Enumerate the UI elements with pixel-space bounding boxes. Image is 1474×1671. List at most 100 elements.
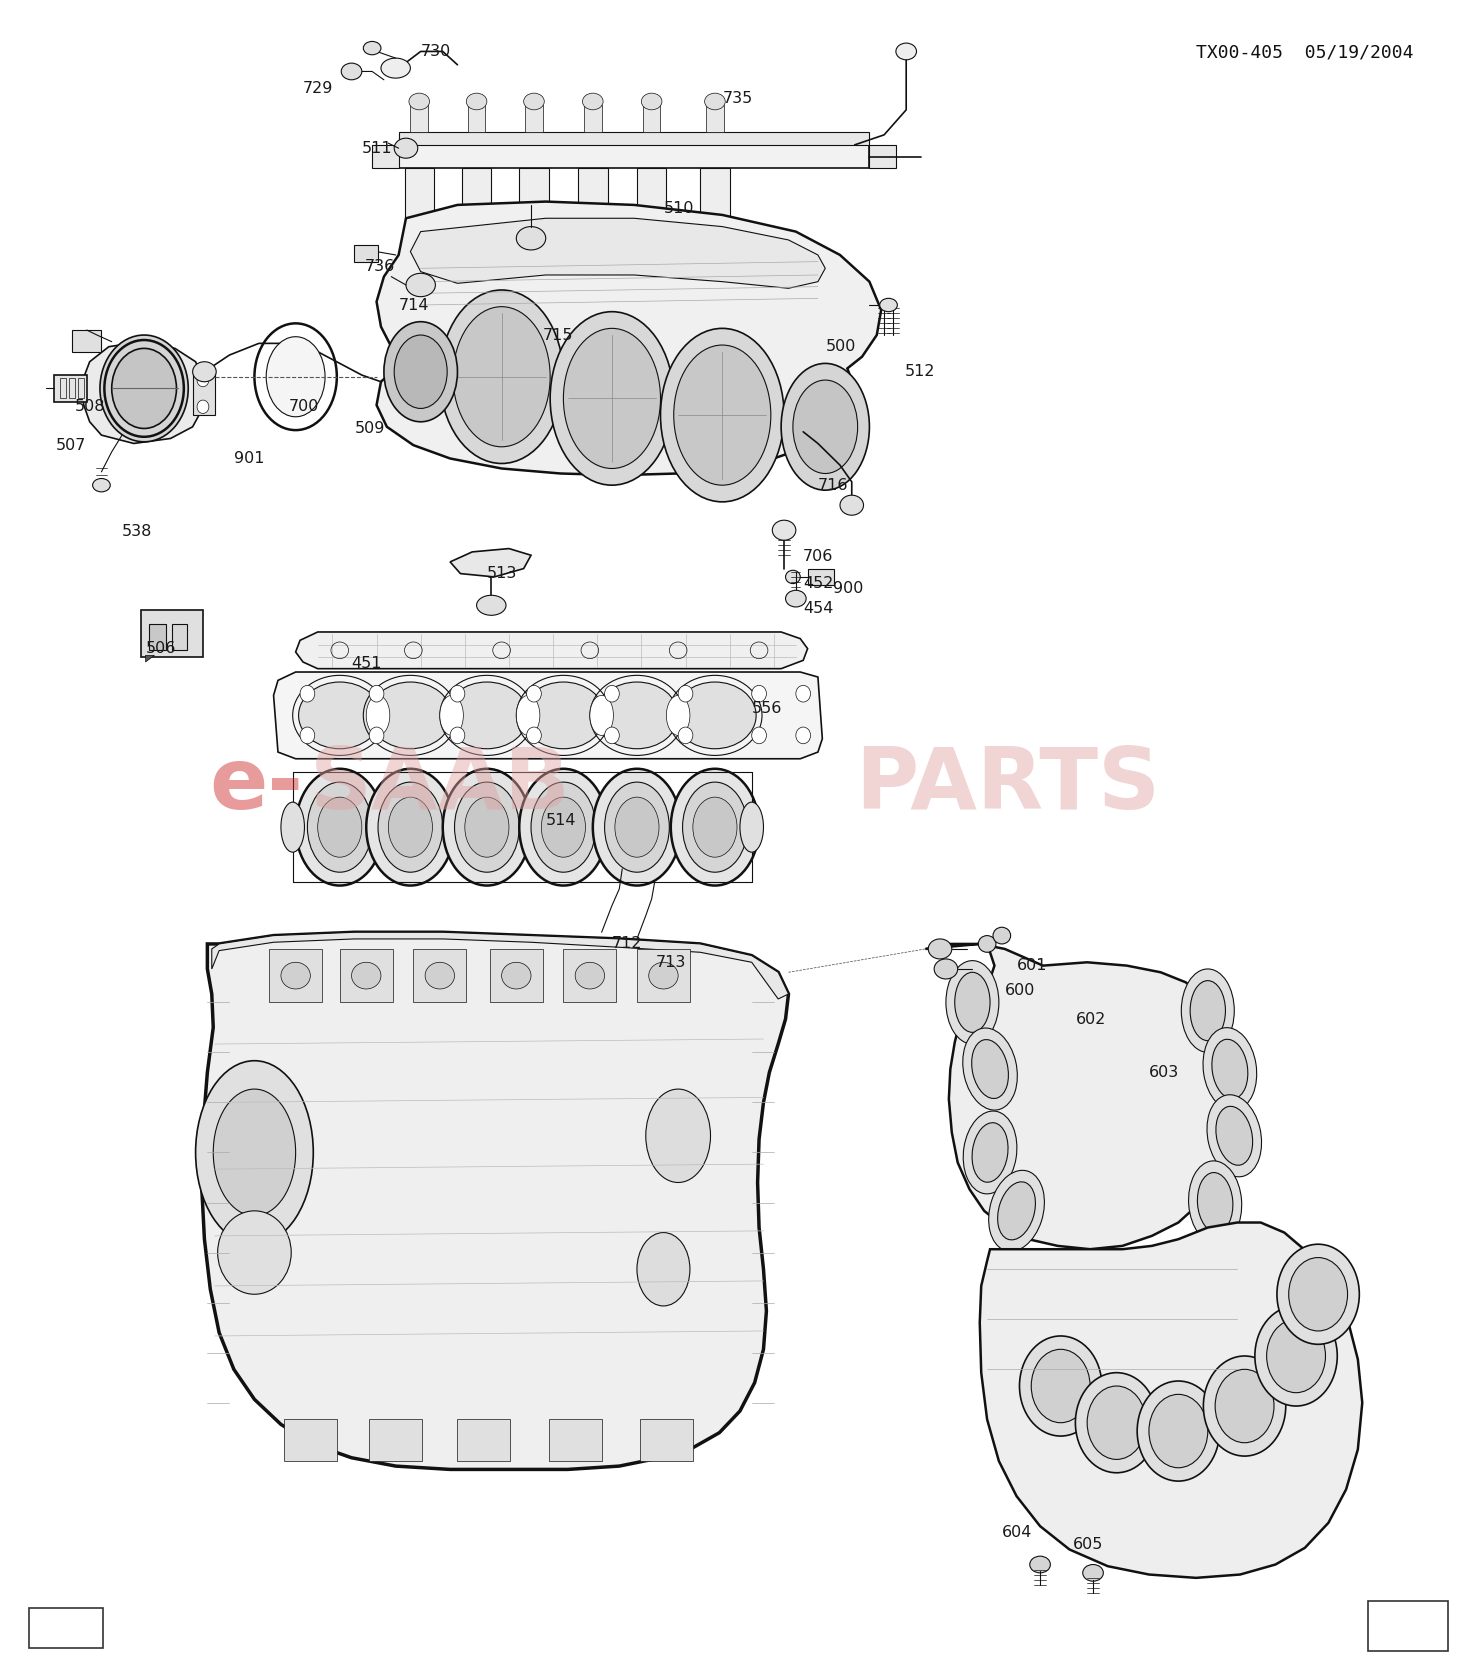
Ellipse shape	[342, 63, 361, 80]
Bar	[72, 331, 102, 351]
Polygon shape	[212, 932, 789, 999]
Ellipse shape	[523, 94, 544, 110]
Text: 715: 715	[542, 328, 573, 343]
Text: 454: 454	[803, 602, 834, 617]
Bar	[700, 169, 730, 232]
Ellipse shape	[450, 727, 464, 744]
Ellipse shape	[1207, 1095, 1262, 1176]
Ellipse shape	[1197, 1173, 1232, 1233]
Ellipse shape	[1148, 1394, 1207, 1467]
Ellipse shape	[989, 1170, 1045, 1252]
Bar	[637, 949, 690, 1003]
Ellipse shape	[705, 262, 725, 276]
Ellipse shape	[282, 962, 311, 989]
Ellipse shape	[366, 695, 389, 735]
Ellipse shape	[476, 595, 506, 615]
Bar	[410, 105, 427, 132]
Ellipse shape	[786, 570, 800, 583]
Ellipse shape	[1216, 1106, 1253, 1165]
Bar	[461, 169, 491, 232]
Text: 500: 500	[825, 339, 855, 354]
Ellipse shape	[752, 727, 766, 744]
Ellipse shape	[516, 227, 545, 251]
Bar	[870, 145, 896, 169]
Ellipse shape	[641, 262, 662, 276]
Bar	[398, 132, 870, 145]
Ellipse shape	[674, 344, 771, 485]
Ellipse shape	[466, 262, 486, 276]
Bar	[78, 378, 84, 398]
Text: 556: 556	[752, 702, 783, 717]
Ellipse shape	[1276, 1245, 1359, 1343]
Polygon shape	[146, 655, 155, 662]
Text: 510: 510	[663, 201, 694, 216]
Ellipse shape	[93, 478, 111, 491]
Bar	[466, 231, 486, 261]
Ellipse shape	[519, 769, 607, 886]
Polygon shape	[274, 672, 822, 759]
Text: 900: 900	[833, 582, 862, 597]
Ellipse shape	[366, 769, 454, 886]
Ellipse shape	[929, 939, 952, 959]
Ellipse shape	[963, 1028, 1017, 1110]
Ellipse shape	[1190, 981, 1225, 1041]
Ellipse shape	[705, 94, 725, 110]
Bar	[467, 105, 485, 132]
Ellipse shape	[1203, 1028, 1257, 1111]
Ellipse shape	[318, 797, 361, 857]
Text: kb: kb	[57, 1621, 75, 1634]
Ellipse shape	[214, 1089, 296, 1216]
Ellipse shape	[740, 802, 764, 852]
Text: gm
spo: gm spo	[1400, 1616, 1417, 1636]
Ellipse shape	[301, 727, 315, 744]
Bar	[578, 169, 607, 232]
Ellipse shape	[466, 94, 486, 110]
Ellipse shape	[1030, 1556, 1051, 1572]
Ellipse shape	[383, 323, 457, 421]
Ellipse shape	[405, 274, 435, 297]
Text: 736: 736	[364, 259, 395, 274]
Ellipse shape	[425, 962, 454, 989]
Ellipse shape	[516, 695, 539, 735]
Bar	[284, 1419, 338, 1460]
Ellipse shape	[563, 329, 660, 468]
Ellipse shape	[368, 685, 383, 702]
FancyBboxPatch shape	[1368, 1601, 1447, 1651]
Bar	[172, 623, 187, 650]
Text: 735: 735	[722, 90, 753, 105]
Text: 507: 507	[56, 438, 85, 453]
Bar	[584, 105, 601, 132]
Ellipse shape	[501, 962, 531, 989]
Text: 603: 603	[1148, 1064, 1179, 1079]
Ellipse shape	[531, 782, 595, 872]
Ellipse shape	[637, 1233, 690, 1307]
Text: 512: 512	[905, 364, 935, 379]
Ellipse shape	[368, 727, 383, 744]
Ellipse shape	[840, 495, 864, 515]
Ellipse shape	[793, 379, 858, 473]
Ellipse shape	[464, 797, 509, 857]
Ellipse shape	[299, 682, 380, 749]
Ellipse shape	[541, 797, 585, 857]
Ellipse shape	[1136, 1380, 1219, 1481]
Ellipse shape	[786, 590, 806, 607]
Ellipse shape	[388, 797, 432, 857]
Ellipse shape	[796, 685, 811, 702]
Ellipse shape	[935, 959, 958, 979]
Ellipse shape	[439, 291, 563, 463]
Polygon shape	[980, 1223, 1362, 1577]
Ellipse shape	[1181, 969, 1234, 1053]
Bar	[706, 105, 724, 132]
Ellipse shape	[604, 685, 619, 702]
Ellipse shape	[615, 797, 659, 857]
Ellipse shape	[575, 962, 604, 989]
Ellipse shape	[453, 307, 550, 446]
Ellipse shape	[526, 727, 541, 744]
Ellipse shape	[301, 685, 315, 702]
Ellipse shape	[671, 769, 759, 886]
Bar	[705, 231, 725, 261]
FancyBboxPatch shape	[29, 1608, 103, 1648]
Ellipse shape	[660, 329, 784, 501]
Text: 706: 706	[803, 550, 834, 565]
Ellipse shape	[282, 802, 305, 852]
